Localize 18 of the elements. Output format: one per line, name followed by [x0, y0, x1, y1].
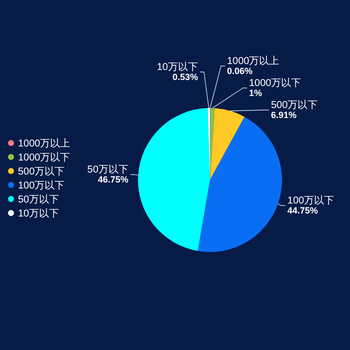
data-label: 0.53%	[172, 72, 198, 82]
legend-label: 500万以下	[18, 166, 65, 178]
slice-label: 50万以下	[87, 164, 128, 176]
data-label: 6.91%	[271, 110, 297, 120]
legend-label: 1000万以上	[18, 138, 70, 150]
slice-label: 1000万以下	[249, 77, 302, 89]
data-label: 0.06%	[227, 66, 253, 76]
slice-label: 1000万以上	[227, 55, 280, 67]
data-label: 1%	[249, 88, 262, 98]
legend-label: 50万以下	[18, 194, 60, 206]
legend-label: 1000万以下	[18, 152, 70, 164]
slice-label: 100万以下	[287, 194, 334, 207]
slice-label: 10万以下	[156, 61, 198, 73]
data-label: 44.75%	[287, 206, 318, 216]
legend-label: 10万以下	[18, 208, 60, 220]
data-label: 46.75%	[98, 174, 128, 185]
legend-label: 100万以下	[18, 180, 65, 192]
slice-label: 500万以下	[271, 99, 318, 111]
